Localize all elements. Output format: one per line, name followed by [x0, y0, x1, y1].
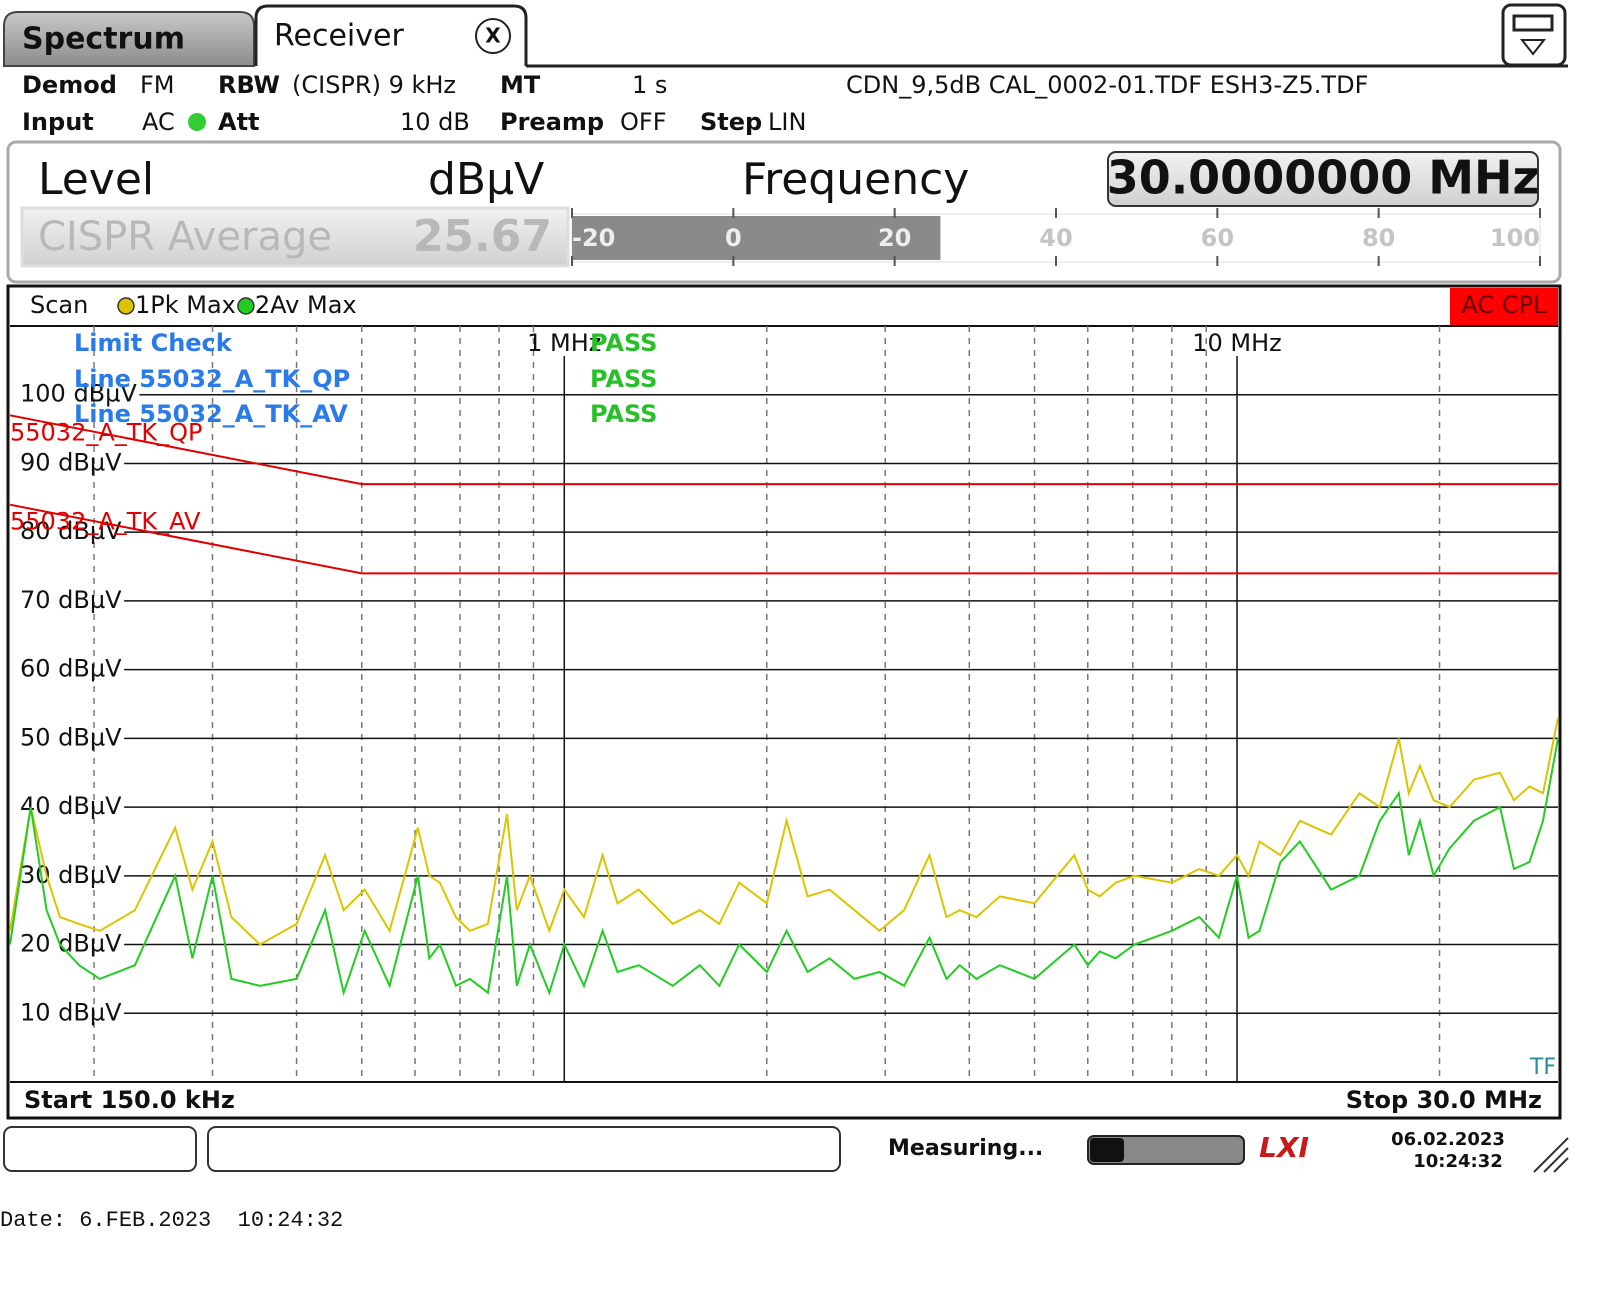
tab-active[interactable] — [254, 4, 528, 66]
label: Demod — [22, 71, 117, 99]
value: 10 dB — [400, 108, 470, 136]
frequency-label: Frequency — [742, 154, 969, 205]
limit-check-result: PASS — [590, 329, 657, 357]
meter-tick-label: -20 — [572, 224, 615, 252]
status-message: Measuring... — [888, 1136, 1043, 1161]
frequency-box[interactable] — [1107, 151, 1539, 207]
legend-label: 2Av Max — [255, 291, 357, 319]
y-tick-label: 10 dBµV — [20, 998, 122, 1026]
label: Step — [700, 108, 762, 136]
menu-icon — [1512, 14, 1554, 32]
scan-label: Scan — [30, 291, 88, 319]
status-time: 10:24:32 — [1413, 1151, 1503, 1172]
label: Preamp — [500, 108, 604, 136]
limit-line-label: 55032_A_TK_QP — [10, 418, 203, 446]
x-tick-label: 10 MHz — [1192, 329, 1282, 357]
limit-line — [9, 503, 1558, 575]
value: CDN_9,5dB CAL_0002-01.TDF ESH3-Z5.TDF — [846, 71, 1368, 99]
value: (CISPR) 9 kHz — [292, 71, 456, 99]
limit-line-name: Line 55032_A_TK_QP — [74, 365, 350, 393]
coupling-box — [1450, 288, 1558, 326]
progress-bar — [1087, 1135, 1245, 1165]
value: FM — [140, 71, 175, 99]
y-tick-label: 60 dBµV — [20, 655, 122, 683]
y-tick-label: 80 dBµV — [20, 517, 122, 545]
meter-tick-label: 80 — [1362, 224, 1395, 252]
x-tick-label: 1 MHz — [527, 329, 601, 357]
close-button[interactable] — [475, 18, 511, 54]
label: MT — [500, 71, 541, 99]
value: LIN — [768, 108, 806, 136]
transducer-flag: TF — [1529, 1055, 1556, 1080]
limit-line-result: PASS — [590, 400, 657, 428]
tab[interactable] — [3, 11, 255, 67]
limit-line-result: PASS — [590, 365, 657, 393]
menu-icon — [1519, 39, 1547, 56]
meter-tick-label: 20 — [878, 224, 911, 252]
status-date: 06.02.2023 — [1391, 1129, 1505, 1150]
tab-label[interactable]: Receiver — [274, 19, 404, 54]
limit-line-label: 55032_A_TK_AV — [10, 508, 201, 536]
legend-marker — [117, 297, 135, 315]
level-label: Level — [38, 154, 154, 205]
input-field[interactable] — [207, 1126, 841, 1172]
resize-grip — [1533, 1137, 1569, 1173]
meter-tick-label: 0 — [725, 224, 742, 252]
meter-tick-label: 100 — [1490, 224, 1540, 252]
settings: Demod FM RBW (CISPR) 9 kHz MT 1 s CDN_9,… — [22, 71, 1368, 136]
level-value: 25.67 — [413, 211, 552, 262]
y-tick-label: 20 dBµV — [20, 930, 122, 958]
trace — [9, 717, 1559, 946]
trace — [9, 738, 1559, 997]
y-tick-label: 90 dBµV — [20, 448, 122, 476]
y-tick-label: 30 dBµV — [20, 861, 122, 889]
meter-tick-label: 40 — [1039, 224, 1072, 252]
y-tick-label: 50 dBµV — [20, 723, 122, 751]
close-label[interactable]: X — [485, 24, 501, 48]
footer-date: Date: 6.FEB.2023 10:24:32 — [0, 1208, 343, 1233]
value: AC — [142, 108, 175, 136]
y-tick-label: 70 dBµV — [20, 586, 122, 614]
detector-label: CISPR Average — [38, 214, 332, 260]
legend: 1Pk Max 2Av Max — [117, 291, 357, 319]
menu-button[interactable] — [1501, 3, 1567, 67]
lxi-logo: LXI — [1259, 1131, 1309, 1164]
plot-frame — [6, 284, 1562, 1120]
tab-label[interactable]: Spectrum — [22, 22, 185, 57]
limit-check: Limit Check PASS Line 55032_A_TK_QP PASS… — [74, 329, 657, 428]
y-tick-label: 40 dBµV — [20, 792, 122, 820]
meter-tick-label: 60 — [1201, 224, 1234, 252]
value: 1 s — [632, 71, 667, 99]
input-led — [188, 113, 206, 131]
softkey[interactable] — [3, 1126, 197, 1172]
legend-label: 1Pk Max — [135, 291, 236, 319]
frequency-value: 30.0000000 MHz — [1107, 151, 1540, 205]
start-label: Start 150.0 kHz — [24, 1086, 235, 1114]
detector-box — [20, 206, 570, 268]
meter-fill — [572, 216, 941, 260]
y-tick-label: 100 dBµV — [20, 380, 137, 408]
legend-marker — [237, 297, 255, 315]
label: RBW — [218, 71, 280, 99]
limit-line — [9, 414, 1558, 486]
level-meter: -20 0 20 40 60 80 100 — [571, 208, 1541, 266]
coupling-label: AC CPL — [1462, 291, 1548, 319]
level-unit: dBµV — [428, 154, 544, 205]
stop-label: Stop 30.0 MHz — [1346, 1086, 1542, 1114]
limit-line-name: Line 55032_A_TK_AV — [74, 400, 348, 428]
value: OFF — [620, 108, 667, 136]
label: Input — [22, 108, 94, 136]
limit-check-title: Limit Check — [74, 329, 233, 357]
label: Att — [218, 108, 260, 136]
progress-fill — [1090, 1138, 1124, 1162]
plot-area: 1 MHz 10 MHz 10 dBµV 20 dBµV 30 dBµV 40 dBµV 5… — [9, 326, 1559, 1082]
